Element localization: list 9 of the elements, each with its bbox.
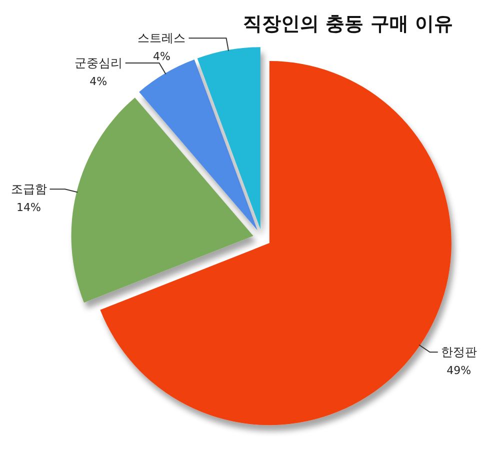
slice-label: 군중심리 xyxy=(74,56,122,70)
chart-title: 직장인의 충동 구매 이유 xyxy=(243,13,453,35)
data-label: 14% xyxy=(16,201,41,214)
slice-label: 조급함 xyxy=(10,182,47,196)
data-label: 4% xyxy=(90,74,108,88)
slice-label: 한정판 xyxy=(440,345,477,360)
data-label: 49% xyxy=(446,364,472,378)
slice-label: 스트레스 xyxy=(138,31,186,46)
data-label: 4% xyxy=(153,50,170,64)
